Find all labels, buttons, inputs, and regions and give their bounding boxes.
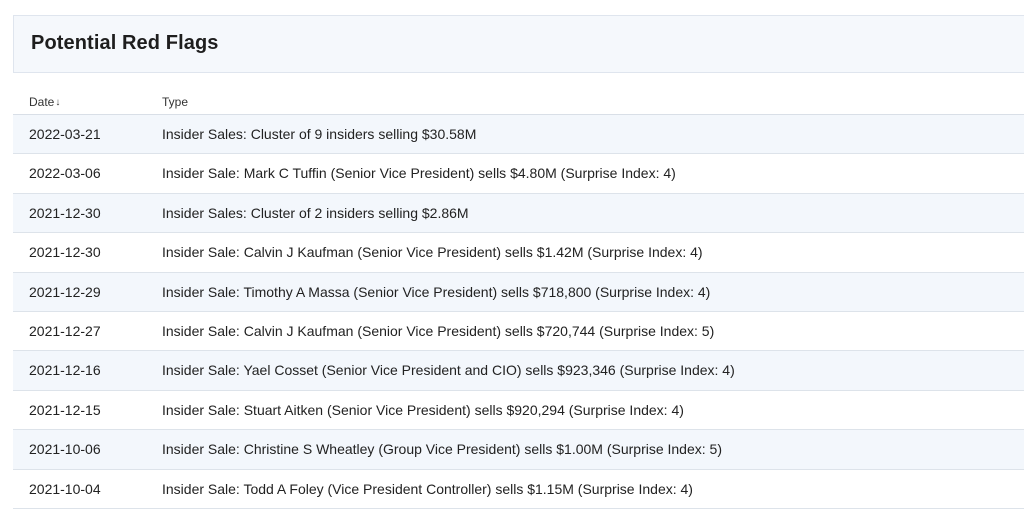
row-date: 2021-10-04	[29, 480, 101, 497]
row-date: 2021-12-29	[29, 283, 101, 300]
row-type: Insider Sale: Christine S Wheatley (Grou…	[162, 441, 722, 458]
row-type: Insider Sale: Timothy A Massa (Senior Vi…	[162, 283, 711, 300]
table-row[interactable]: 2021-12-15 Insider Sale: Stuart Aitken (…	[13, 391, 1024, 431]
row-type: Insider Sale: Calvin J Kaufman (Senior V…	[162, 322, 715, 339]
row-type: Insider Sales: Cluster of 2 insiders sel…	[162, 204, 469, 221]
row-type: Insider Sale: Todd A Foley (Vice Preside…	[162, 480, 693, 497]
panel-header: Potential Red Flags	[13, 15, 1024, 73]
table-row[interactable]: 2021-12-30 Insider Sales: Cluster of 2 i…	[13, 193, 1024, 234]
sort-desc-arrow-icon: ↓	[55, 97, 61, 108]
row-type: Insider Sale: Yael Cosset (Senior Vice P…	[162, 362, 735, 379]
panel-title: Potential Red Flags	[31, 32, 219, 54]
table-row[interactable]: 2021-12-30 Insider Sale: Calvin J Kaufma…	[13, 233, 1024, 273]
row-date: 2022-03-06	[29, 165, 101, 182]
row-type: Insider Sale: Calvin J Kaufman (Senior V…	[162, 244, 703, 261]
row-date: 2022-03-21	[29, 126, 101, 142]
table-row[interactable]: 2021-10-06 Insider Sale: Christine S Whe…	[13, 430, 1024, 470]
row-date: 2021-12-27	[29, 322, 101, 339]
row-type: Insider Sale: Stuart Aitken (Senior Vice…	[162, 401, 684, 418]
row-type: Insider Sale: Mark C Tuffin (Senior Vice…	[162, 165, 676, 182]
table-row[interactable]: 2021-12-27 Insider Sale: Calvin J Kaufma…	[13, 312, 1024, 352]
column-header-date-label: Date	[29, 95, 55, 109]
column-header-type-label: Type	[162, 95, 189, 109]
row-type: Insider Sales: Cluster of 9 insiders sel…	[162, 126, 477, 142]
row-date: 2021-10-06	[29, 441, 101, 458]
row-date: 2021-12-16	[29, 362, 101, 379]
row-date: 2021-12-15	[29, 401, 101, 418]
column-header-date[interactable]: Date↓	[29, 95, 60, 109]
table-row[interactable]: 2022-03-06 Insider Sale: Mark C Tuffin (…	[13, 154, 1024, 194]
red-flags-table: Date↓ Type 2022-03-21 Insider Sales: Clu…	[13, 86, 1024, 509]
table-row[interactable]: 2021-10-04 Insider Sale: Todd A Foley (V…	[13, 470, 1024, 509]
row-date: 2021-12-30	[29, 244, 101, 261]
column-header-type[interactable]: Type	[162, 95, 188, 109]
table-row[interactable]: 2021-12-16 Insider Sale: Yael Cosset (Se…	[13, 351, 1024, 391]
table-row[interactable]: 2022-03-21 Insider Sales: Cluster of 9 i…	[13, 115, 1024, 155]
table-row[interactable]: 2021-12-29 Insider Sale: Timothy A Massa…	[13, 272, 1024, 312]
row-date: 2021-12-30	[29, 204, 101, 221]
table-header: Date↓ Type	[13, 86, 1024, 115]
